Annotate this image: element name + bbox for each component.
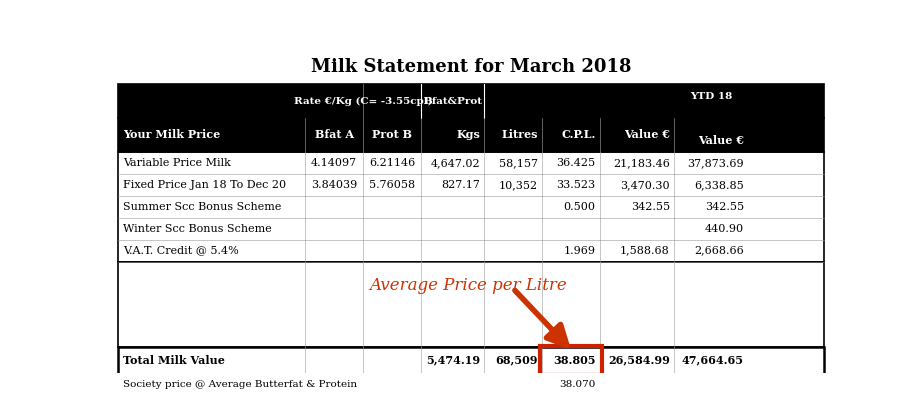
Bar xyxy=(119,118,823,152)
Text: 37,873.69: 37,873.69 xyxy=(687,158,743,168)
Text: 68,509: 68,509 xyxy=(495,355,538,366)
Text: 2,668.66: 2,668.66 xyxy=(694,246,743,256)
Text: 6,338.85: 6,338.85 xyxy=(694,180,743,190)
Bar xyxy=(119,240,823,261)
Text: 26,584.99: 26,584.99 xyxy=(607,355,670,366)
Text: YTD 18: YTD 18 xyxy=(690,91,732,101)
Bar xyxy=(119,261,823,347)
Text: Society price @ Average Butterfat & Protein: Society price @ Average Butterfat & Prot… xyxy=(123,380,357,388)
Bar xyxy=(119,152,823,174)
Text: Prot B: Prot B xyxy=(372,129,412,140)
Text: 38.070: 38.070 xyxy=(560,380,596,388)
Text: 1.969: 1.969 xyxy=(563,246,596,256)
Text: 3.84039: 3.84039 xyxy=(311,180,357,190)
Bar xyxy=(119,374,823,395)
Text: 440.90: 440.90 xyxy=(705,224,743,234)
Text: 6.21146: 6.21146 xyxy=(369,158,415,168)
Bar xyxy=(119,84,823,118)
Text: 5.76058: 5.76058 xyxy=(369,180,415,190)
Text: 4,647.02: 4,647.02 xyxy=(430,158,480,168)
Text: Average Price per Litre: Average Price per Litre xyxy=(369,277,567,294)
Text: 1,588.68: 1,588.68 xyxy=(620,246,670,256)
Text: 21,183.46: 21,183.46 xyxy=(613,158,670,168)
Bar xyxy=(119,218,823,240)
Bar xyxy=(119,152,823,261)
Text: Rate €/Kg (C= -3.55cpl): Rate €/Kg (C= -3.55cpl) xyxy=(294,96,432,106)
Text: 10,352: 10,352 xyxy=(499,180,538,190)
Text: 342.55: 342.55 xyxy=(630,202,670,212)
Text: V.A.T. Credit @ 5.4%: V.A.T. Credit @ 5.4% xyxy=(123,246,238,256)
Bar xyxy=(119,374,823,395)
Text: 827.17: 827.17 xyxy=(441,180,480,190)
Text: 38.805: 38.805 xyxy=(553,355,596,366)
Text: Milk Statement for March 2018: Milk Statement for March 2018 xyxy=(311,58,631,76)
Text: 0.500: 0.500 xyxy=(563,202,596,212)
Text: 47,664.65: 47,664.65 xyxy=(682,355,743,366)
Bar xyxy=(119,118,823,152)
Text: 342.55: 342.55 xyxy=(705,202,743,212)
Bar xyxy=(119,347,823,374)
Text: 36.425: 36.425 xyxy=(557,158,596,168)
Text: 5,474.19: 5,474.19 xyxy=(426,355,480,366)
Bar xyxy=(119,196,823,218)
Text: Fixed Price Jan 18 To Dec 20: Fixed Price Jan 18 To Dec 20 xyxy=(123,180,286,190)
Text: Kgs: Kgs xyxy=(456,129,480,140)
Text: Total Milk Value: Total Milk Value xyxy=(123,355,224,366)
Bar xyxy=(119,174,823,196)
Text: Value €: Value € xyxy=(698,134,743,145)
Text: 4.14097: 4.14097 xyxy=(312,158,357,168)
Text: Variable Price Milk: Variable Price Milk xyxy=(123,158,231,168)
Text: Bfat A: Bfat A xyxy=(314,129,354,140)
Text: 3,470.30: 3,470.30 xyxy=(620,180,670,190)
Text: Bfat&Prot: Bfat&Prot xyxy=(423,97,482,106)
Text: Litres: Litres xyxy=(502,129,538,140)
Text: Value €: Value € xyxy=(624,129,670,140)
Bar xyxy=(540,346,602,375)
Text: Your Milk Price: Your Milk Price xyxy=(123,129,220,140)
Bar xyxy=(119,84,823,118)
Text: Summer Scc Bonus Scheme: Summer Scc Bonus Scheme xyxy=(123,202,281,212)
Text: C.P.L.: C.P.L. xyxy=(562,129,596,140)
Text: Winter Scc Bonus Scheme: Winter Scc Bonus Scheme xyxy=(123,224,271,234)
Bar xyxy=(119,347,823,374)
Text: 33.523: 33.523 xyxy=(557,180,596,190)
Bar xyxy=(119,261,823,347)
Text: 58,157: 58,157 xyxy=(499,158,538,168)
